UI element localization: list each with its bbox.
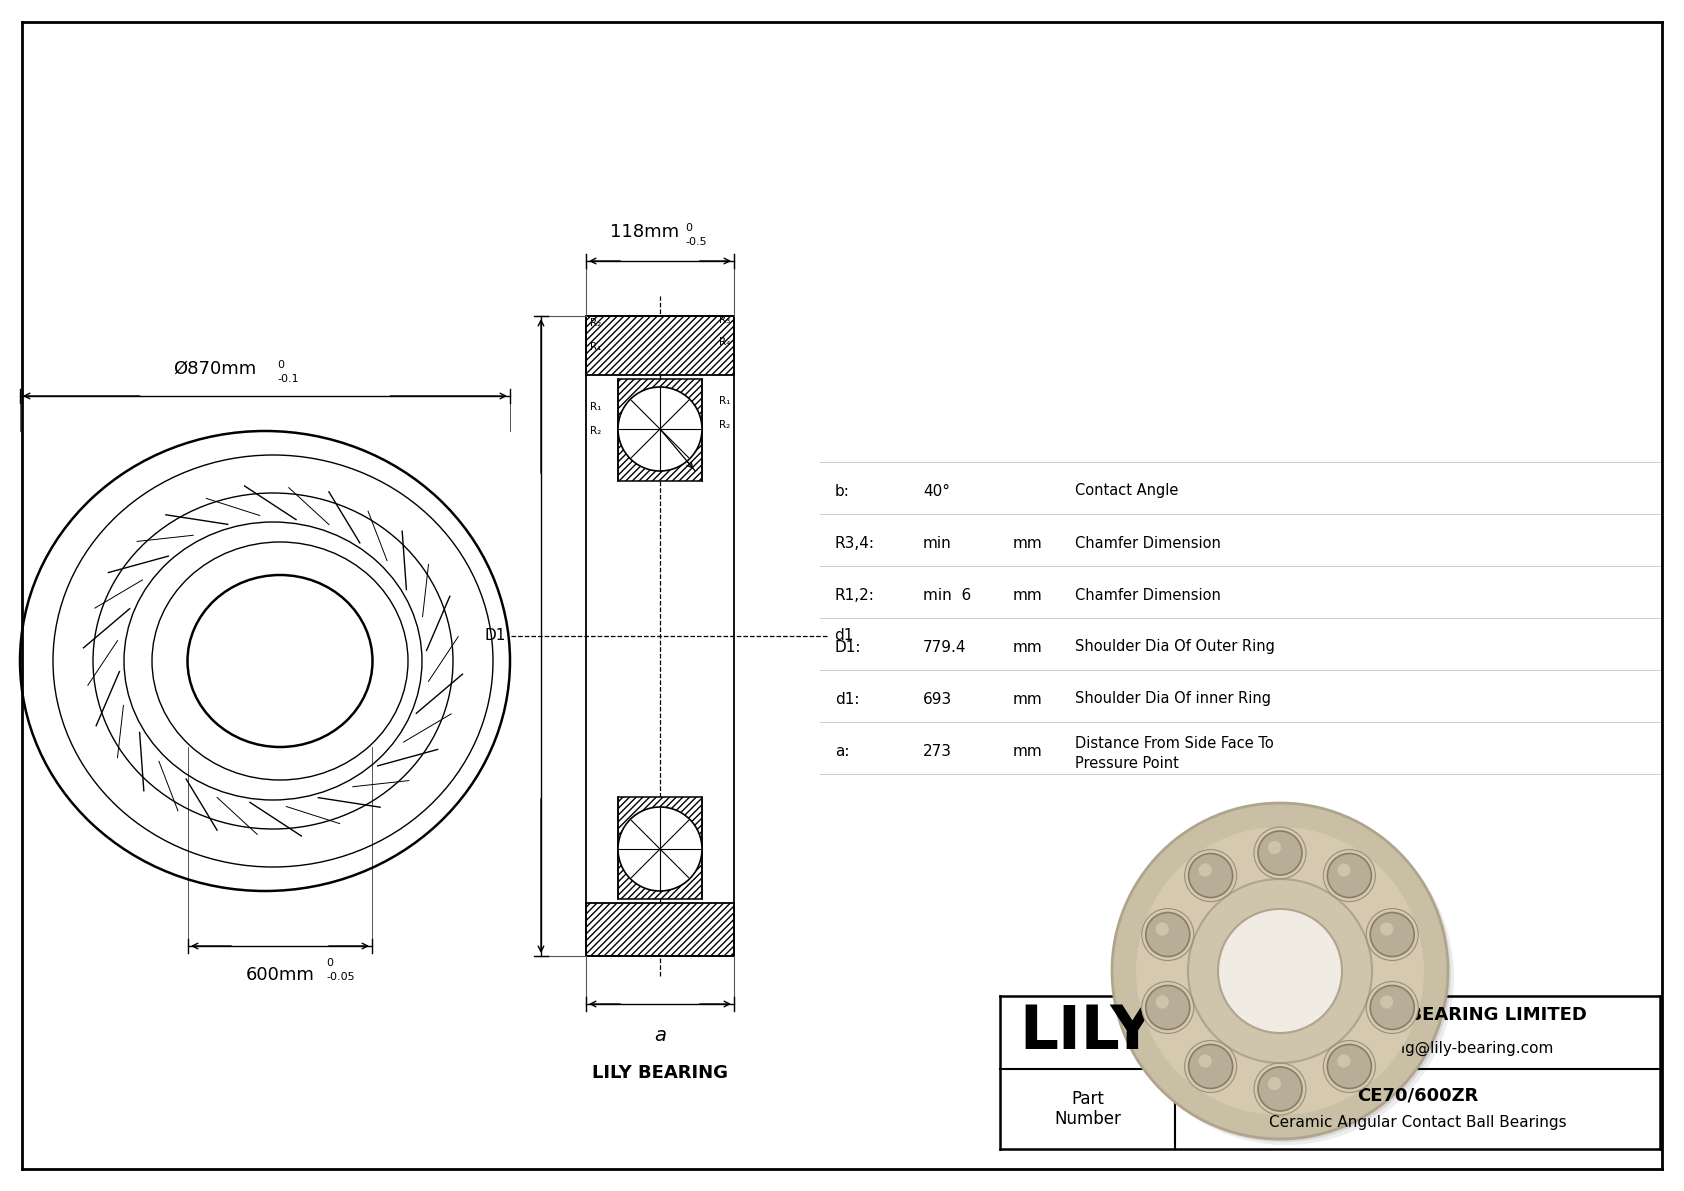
Text: D1: D1 xyxy=(485,629,505,643)
Text: a:: a: xyxy=(835,743,849,759)
Circle shape xyxy=(1268,841,1282,854)
Circle shape xyxy=(1381,996,1393,1009)
Circle shape xyxy=(1189,1045,1233,1089)
Text: R3,4:: R3,4: xyxy=(835,536,876,550)
Bar xyxy=(618,379,702,481)
Circle shape xyxy=(618,387,702,470)
Text: R₃: R₃ xyxy=(719,314,729,325)
Text: 779.4: 779.4 xyxy=(923,640,967,655)
Text: R₁: R₁ xyxy=(589,342,601,353)
Text: 118mm: 118mm xyxy=(610,223,680,241)
Circle shape xyxy=(1371,985,1415,1029)
Text: b:: b: xyxy=(835,484,850,499)
Text: mm: mm xyxy=(1014,743,1042,759)
Bar xyxy=(586,316,734,375)
Text: LILY BEARING: LILY BEARING xyxy=(593,1064,727,1081)
Text: R₂: R₂ xyxy=(589,318,601,328)
Circle shape xyxy=(1111,803,1448,1139)
Text: R₄: R₄ xyxy=(719,337,729,347)
Circle shape xyxy=(1258,1067,1302,1111)
Text: Ø870mm: Ø870mm xyxy=(173,360,256,378)
Text: R1,2:: R1,2: xyxy=(835,587,876,603)
Text: -0.5: -0.5 xyxy=(685,237,707,247)
Circle shape xyxy=(1327,1045,1371,1089)
Ellipse shape xyxy=(1118,809,1453,1145)
Circle shape xyxy=(618,807,702,891)
Circle shape xyxy=(1155,923,1169,936)
Text: 273: 273 xyxy=(923,743,951,759)
Circle shape xyxy=(1187,879,1372,1064)
Text: d1: d1 xyxy=(834,629,854,643)
Circle shape xyxy=(1268,1077,1282,1090)
Text: mm: mm xyxy=(1014,587,1042,603)
Text: b: b xyxy=(679,455,685,468)
Bar xyxy=(586,903,734,956)
Text: a: a xyxy=(653,1025,665,1045)
Text: Contact Angle: Contact Angle xyxy=(1074,484,1179,499)
Text: mm: mm xyxy=(1014,536,1042,550)
Text: Distance From Side Face To: Distance From Side Face To xyxy=(1074,736,1273,750)
Text: mm: mm xyxy=(1014,692,1042,706)
Circle shape xyxy=(1327,854,1371,898)
Text: R₂: R₂ xyxy=(719,420,729,430)
Ellipse shape xyxy=(1115,806,1452,1142)
Circle shape xyxy=(1337,863,1351,877)
Text: D1:: D1: xyxy=(835,640,862,655)
Circle shape xyxy=(1381,923,1393,936)
Circle shape xyxy=(1145,985,1191,1029)
Text: 0: 0 xyxy=(327,958,333,968)
Circle shape xyxy=(1371,912,1415,956)
Text: min  6: min 6 xyxy=(923,587,972,603)
Text: Pressure Point: Pressure Point xyxy=(1074,755,1179,771)
Text: d1:: d1: xyxy=(835,692,859,706)
Circle shape xyxy=(1187,879,1372,1064)
Circle shape xyxy=(1189,854,1233,898)
Text: Email: lilybearing@lily-bearing.com: Email: lilybearing@lily-bearing.com xyxy=(1282,1041,1553,1056)
Text: mm: mm xyxy=(1014,640,1042,655)
Circle shape xyxy=(1137,827,1425,1115)
Text: Shoulder Dia Of inner Ring: Shoulder Dia Of inner Ring xyxy=(1074,692,1271,706)
Text: R₁: R₁ xyxy=(589,403,601,412)
Text: 693: 693 xyxy=(923,692,951,706)
Text: -0.1: -0.1 xyxy=(276,374,298,384)
Text: Part
Number: Part Number xyxy=(1054,1090,1122,1128)
Text: ®: ® xyxy=(1138,1002,1157,1019)
Text: SHANGHAI LILY BEARING LIMITED: SHANGHAI LILY BEARING LIMITED xyxy=(1248,1005,1586,1023)
Text: LILY: LILY xyxy=(1021,1003,1155,1062)
Circle shape xyxy=(1258,831,1302,875)
Text: CE70/600ZR: CE70/600ZR xyxy=(1357,1086,1479,1104)
Text: Chamfer Dimension: Chamfer Dimension xyxy=(1074,587,1221,603)
Text: R₂: R₂ xyxy=(589,426,601,436)
Text: 40°: 40° xyxy=(923,484,950,499)
Circle shape xyxy=(1155,996,1169,1009)
Bar xyxy=(618,797,702,899)
Text: Chamfer Dimension: Chamfer Dimension xyxy=(1074,536,1221,550)
Circle shape xyxy=(1199,863,1212,877)
Circle shape xyxy=(1145,912,1191,956)
Text: 0: 0 xyxy=(685,223,692,233)
Circle shape xyxy=(1337,1054,1351,1067)
Text: R₁: R₁ xyxy=(719,395,729,406)
Text: Ceramic Angular Contact Ball Bearings: Ceramic Angular Contact Ball Bearings xyxy=(1268,1116,1566,1130)
Text: 0: 0 xyxy=(276,360,285,370)
Circle shape xyxy=(1218,909,1342,1033)
Text: min: min xyxy=(923,536,951,550)
Text: Shoulder Dia Of Outer Ring: Shoulder Dia Of Outer Ring xyxy=(1074,640,1275,655)
Text: -0.05: -0.05 xyxy=(327,972,355,983)
Circle shape xyxy=(1199,1054,1212,1067)
Text: 600mm: 600mm xyxy=(246,966,315,984)
